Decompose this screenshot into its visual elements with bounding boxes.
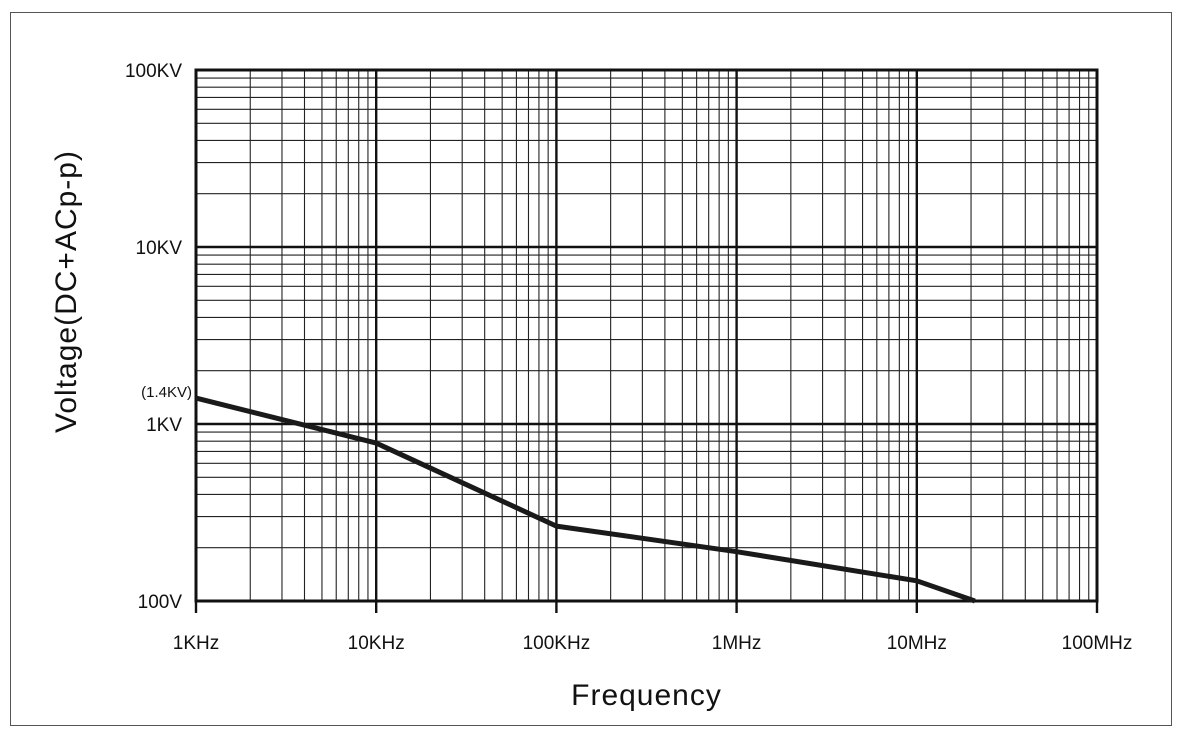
y-tick-label: 100KV	[125, 61, 182, 82]
y-tick-label: 10KV	[136, 238, 183, 259]
grid-minor	[196, 70, 1097, 601]
plot-border	[194, 68, 1099, 603]
y-tick-labels: 100V 1KV 10KV 100KV	[125, 61, 182, 613]
y-tick-label: 1KV	[146, 415, 182, 436]
x-tick-label: 100KHz	[523, 633, 591, 654]
series-layer	[195, 395, 976, 604]
annotation-label: (1.4KV)	[141, 384, 192, 401]
grid-major	[196, 70, 1097, 601]
chart-frame	[10, 12, 1172, 726]
series-line	[195, 395, 976, 604]
x-tick-label: 1KHz	[173, 633, 219, 654]
x-tick-label: 1MHz	[712, 633, 762, 654]
x-tick-label: 10KHz	[348, 633, 405, 654]
x-axis-title: Frequency	[571, 679, 722, 712]
y-tick-label: 100V	[138, 592, 183, 613]
y-axis-title: Voltage(DC+ACp-p)	[50, 150, 83, 433]
x-tick-label: 10MHz	[887, 633, 947, 654]
annotations: (1.4KV)	[141, 384, 192, 401]
x-tick-label: 100MHz	[1062, 633, 1133, 654]
x-tick-labels: 1KHz 10KHz 100KHz 1MHz 10MHz 100MHz	[173, 601, 1133, 654]
